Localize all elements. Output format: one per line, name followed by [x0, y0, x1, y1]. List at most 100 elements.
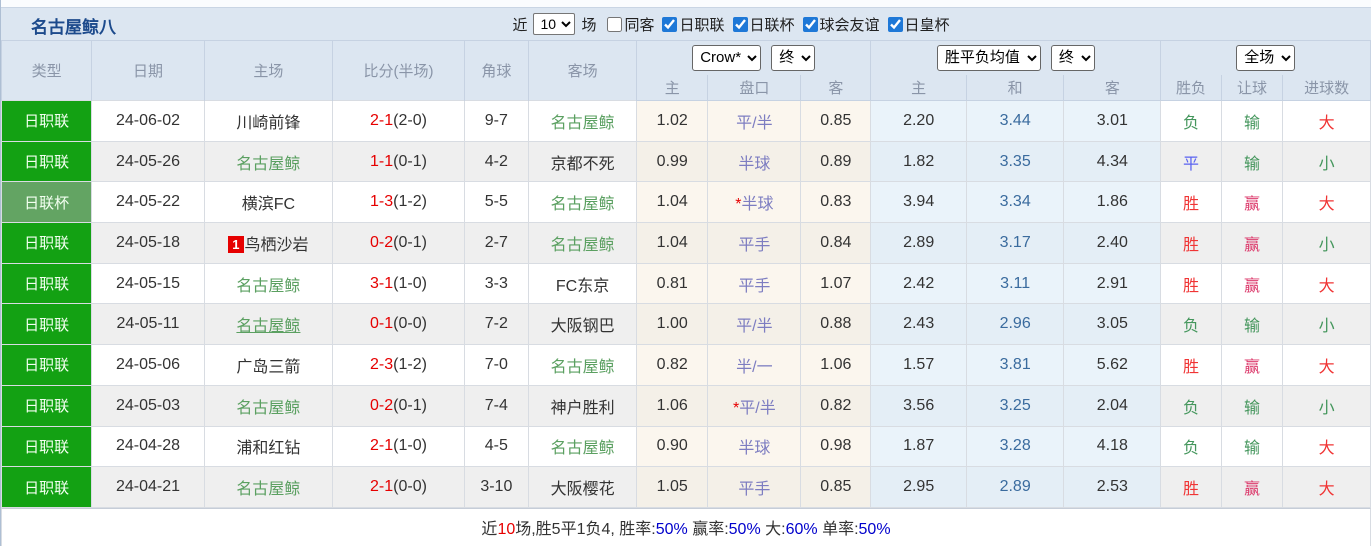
period-select[interactable]: 全场 [1236, 44, 1296, 71]
goals-result-cell: 小 [1282, 140, 1371, 183]
handicap-cell: 半/一 [707, 344, 802, 386]
column-header-5: 角球 [463, 40, 530, 101]
score-cell: 2-3(1-2) [332, 344, 465, 386]
league-filter-checkbox-2[interactable] [662, 16, 678, 32]
avg-source-select[interactable]: 胜平负均值 [936, 44, 1041, 71]
type-cell: 日职联 [1, 425, 93, 468]
type-cell: 日职联 [1, 222, 93, 264]
odds-away-cell: 0.85 [800, 100, 872, 142]
avg-home-cell: 1.87 [870, 425, 968, 468]
subcolumn-header-g3-2: 让球 [1220, 74, 1284, 101]
summary-segment-3: 场,胜5平1负4, 胜率: [515, 521, 656, 539]
summary-footer: 近10场,胜5平1负4, 胜率:50% 赢率:50% 大:60% 单率:50% [1, 507, 1371, 546]
type-cell: 日职联 [1, 140, 93, 183]
league-filter-label-4: 球会友谊 [819, 16, 880, 34]
halftime-score: (1-2) [393, 193, 427, 211]
league-filter-checkbox-1[interactable] [607, 16, 623, 32]
red-card-badge: 1 [228, 235, 244, 253]
handicap-value: 平/半 [736, 318, 773, 336]
handicap-cell: 平手 [707, 222, 802, 264]
column-header-1: 类型 [1, 40, 93, 101]
odds-home-cell: 1.05 [636, 466, 709, 508]
header-group-1: Crow* 终 [636, 40, 872, 75]
home-team-cell: 广岛三箭 [203, 344, 334, 386]
league-type-badge: 日职联 [2, 263, 92, 304]
avg-home-cell: 2.89 [870, 222, 968, 264]
avg-home-cell: 3.94 [870, 181, 968, 224]
odds-home-cell: 1.02 [636, 100, 709, 142]
handicap-result-cell: 赢 [1220, 466, 1284, 508]
subcolumn-header-g2-1: 主 [870, 74, 968, 101]
date-cell: 24-05-03 [91, 384, 205, 427]
date-cell: 24-05-06 [91, 344, 205, 386]
result-cell: 胜 [1160, 222, 1222, 264]
league-filter-checkbox-4[interactable] [802, 16, 818, 32]
league-filter-checkbox-5[interactable] [887, 16, 903, 32]
away-team-name: 京都不死 [550, 155, 615, 173]
result-cell: 负 [1160, 303, 1222, 346]
home-team-name: 浦和红钻 [236, 440, 301, 458]
away-team-name: 名古屋鲸 [550, 236, 615, 254]
home-team-name: 名古屋鲸 [236, 481, 301, 499]
league-type-badge: 日职联 [2, 345, 92, 385]
odds-away-cell: 0.83 [800, 181, 872, 224]
fulltime-score: 0-2 [370, 233, 394, 251]
home-team-name[interactable]: 名古屋鲸 [236, 318, 301, 336]
summary-segment-10: 50% [858, 521, 891, 539]
halftime-score: (0-1) [393, 152, 427, 170]
goals-result-cell: 大 [1282, 181, 1371, 224]
odds-away-cell: 1.07 [800, 262, 872, 305]
league-type-badge: 日职联 [2, 101, 92, 141]
odds-home-cell: 0.82 [636, 344, 709, 386]
avg-away-cell: 2.04 [1063, 384, 1162, 427]
corners-cell: 5-5 [463, 181, 530, 224]
away-team-name: 神户胜利 [550, 399, 615, 417]
halftime-score: (0-0) [393, 478, 427, 496]
date-cell: 24-05-26 [91, 140, 205, 183]
subcolumn-header-g1-3: 客 [800, 74, 872, 101]
league-filter-checkbox-3[interactable] [732, 16, 748, 32]
header-group-selects-3: 全场 [1161, 44, 1370, 71]
avg-home-cell: 1.57 [870, 344, 968, 386]
date-cell: 24-04-28 [91, 425, 205, 468]
home-team-name: 名古屋鲸 [236, 399, 301, 417]
avg-draw-cell: 3.35 [966, 140, 1065, 183]
handicap-result-cell: 赢 [1220, 181, 1284, 224]
avg-home-cell: 2.43 [870, 303, 968, 346]
matches-table: 类型 日期 主场 比分(半场) 角球 客场 Crow* 终胜平负均值终全场 主盘口客主和客胜负… [1, 40, 1371, 508]
match-count-select[interactable]: 10 [533, 13, 576, 35]
avg-away-cell: 4.18 [1063, 425, 1162, 468]
odds-home-cell: 0.81 [636, 262, 709, 305]
handicap-result-cell: 输 [1220, 100, 1284, 142]
fulltime-score: 2-1 [370, 478, 394, 496]
handicap-cell: *平/半 [707, 384, 802, 427]
odds-source-select[interactable]: Crow* [692, 44, 762, 71]
home-team-name: 名古屋鲸 [236, 277, 301, 295]
fulltime-score: 0-2 [370, 396, 394, 414]
odds-away-cell: 0.89 [800, 140, 872, 183]
fulltime-score: 0-1 [370, 315, 394, 333]
away-team-name: 名古屋鲸 [550, 114, 615, 132]
handicap-value: 平/半 [736, 114, 773, 132]
handicap-cell: 半球 [707, 140, 802, 183]
subcolumn-header-g2-3: 客 [1063, 74, 1162, 101]
away-team-cell: 大阪钢巴 [528, 303, 638, 346]
subcolumn-header-g1-1: 主 [636, 74, 709, 101]
handicap-cell: 平/半 [707, 303, 802, 346]
league-filter-label-5: 日皇杯 [904, 16, 950, 34]
avg-time-select[interactable]: 终 [1050, 44, 1095, 71]
league-type-badge: 日职联 [2, 304, 92, 345]
type-cell: 日职联 [1, 344, 93, 386]
league-checkbox-group: 同客 日职联 日联杯 球会友谊 日皇杯 [599, 14, 950, 35]
subcolumn-header-g3-1: 胜负 [1160, 74, 1222, 101]
subcolumn-header-g2-2: 和 [966, 74, 1065, 101]
odds-time-select[interactable]: 终 [771, 44, 816, 71]
avg-draw-cell: 3.11 [966, 262, 1065, 305]
odds-away-cell: 1.06 [800, 344, 872, 386]
result-cell: 负 [1160, 384, 1222, 427]
score-cell: 0-1(0-0) [332, 303, 465, 346]
away-team-cell: 京都不死 [528, 140, 638, 183]
avg-draw-cell: 3.81 [966, 344, 1065, 386]
match-row: 日联杯 24-05-22 横滨FC 1-3(1-2) 5-5 名古屋鲸 1.04 *半球 0.8… [1, 181, 1371, 224]
date-cell: 24-05-18 [91, 222, 205, 264]
